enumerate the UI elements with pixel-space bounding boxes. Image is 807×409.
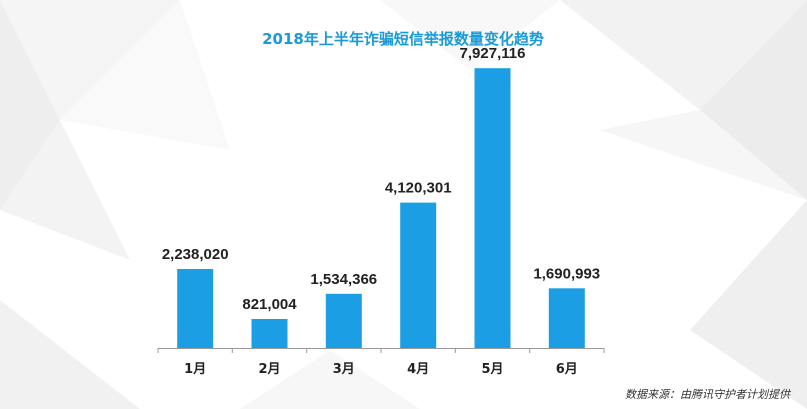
- x-tick-label: 3月: [333, 362, 355, 377]
- data-label: 1,534,366: [310, 271, 377, 288]
- background-polygon: [240, 350, 420, 409]
- x-tick-label: 4月: [407, 362, 429, 377]
- background-polygon: [690, 200, 807, 409]
- x-tick-label: 6月: [556, 362, 578, 377]
- data-label: 821,004: [242, 296, 297, 313]
- background-polygon: [600, 110, 807, 200]
- bar-4月: [400, 202, 437, 348]
- background-polygon: [0, 0, 60, 210]
- data-label: 7,927,116: [460, 45, 526, 62]
- background-polygon: [0, 120, 130, 260]
- bar-5月: [474, 68, 511, 348]
- chart-title: 2018年上半年诈骗短信举报数量变化趋势: [262, 30, 544, 48]
- source-note: 数据来源：由腾讯守护者计划提供: [625, 388, 792, 401]
- x-tick-label: 1月: [184, 362, 206, 377]
- background-polygon: [0, 300, 140, 409]
- bar-1月: [177, 269, 214, 348]
- background-polygon: [700, 0, 807, 200]
- x-axis: [157, 348, 605, 353]
- bar-series: [177, 68, 585, 348]
- background-polygon: [560, 0, 807, 110]
- x-tick-label: 2月: [258, 362, 280, 377]
- bar-6月: [548, 288, 585, 348]
- x-tick-label: 5月: [481, 362, 503, 377]
- data-label: 1,690,993: [533, 265, 600, 282]
- data-label: 4,120,301: [385, 180, 452, 197]
- data-label: 2,238,020: [162, 246, 229, 263]
- bar-2月: [251, 319, 288, 348]
- bar-3月: [325, 293, 362, 348]
- background-polygon: [380, 0, 560, 70]
- data-labels: 2,238,020 821,004 1,534,366 4,120,301 7,927,…: [162, 45, 600, 313]
- x-axis-tick-labels: 1月 2月 3月 4月 5月 6月: [184, 362, 578, 377]
- background-polygon: [60, 0, 230, 150]
